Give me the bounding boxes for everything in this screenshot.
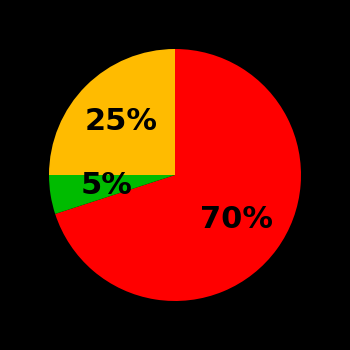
Text: 70%: 70%: [199, 205, 273, 234]
Wedge shape: [55, 49, 301, 301]
Wedge shape: [49, 175, 175, 214]
Text: 5%: 5%: [80, 172, 133, 200]
Wedge shape: [49, 49, 175, 175]
Text: 25%: 25%: [85, 107, 158, 136]
